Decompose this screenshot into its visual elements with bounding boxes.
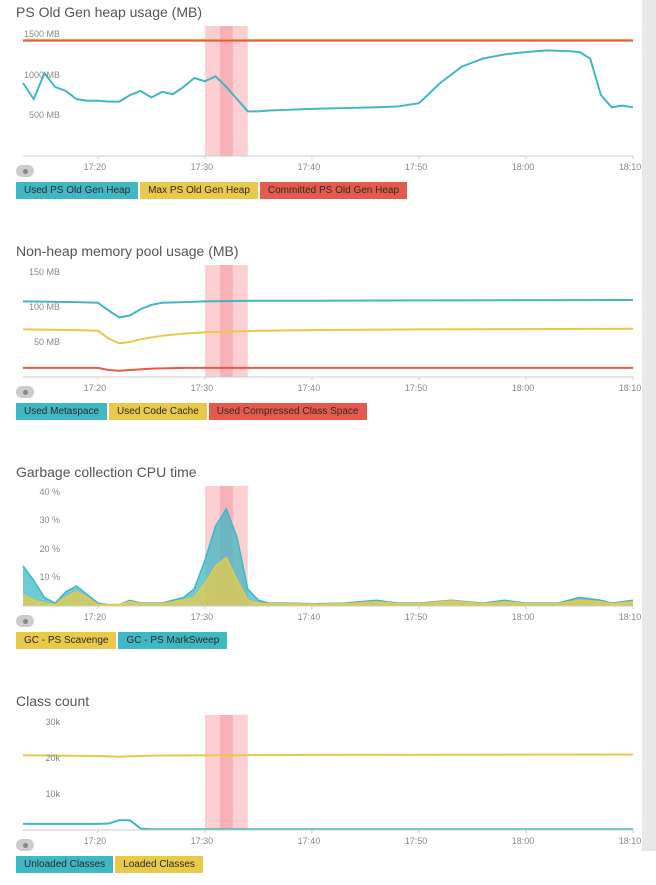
y-tick-label: 30 % bbox=[39, 515, 60, 525]
legend: GC - PS ScavengeGC - PS MarkSweep bbox=[16, 630, 640, 649]
legend-item[interactable]: Used Metaspace bbox=[16, 403, 107, 420]
y-tick-label: 20k bbox=[45, 753, 60, 763]
y-tick-label: 40 % bbox=[39, 487, 60, 497]
visibility-toggle-icon[interactable] bbox=[16, 386, 34, 398]
x-tick-label: 17:40 bbox=[298, 836, 321, 846]
series-line bbox=[23, 329, 633, 344]
visibility-toggle-icon[interactable] bbox=[16, 165, 34, 177]
chart-area[interactable]: 10 % 20 % 30 % 40 % 17:20 17:30 17:40 17:50 18:0… bbox=[16, 486, 640, 626]
y-tick-label: 50 MB bbox=[34, 337, 60, 347]
x-tick-label: 18:00 bbox=[512, 162, 535, 172]
x-axis-labels: 17:20 17:30 17:40 17:50 18:00 18:10 bbox=[16, 381, 640, 397]
chart-svg[interactable] bbox=[16, 486, 640, 610]
time-highlight-core bbox=[220, 265, 233, 377]
chart-title: Non-heap memory pool usage (MB) bbox=[16, 243, 640, 259]
x-tick-label: 17:40 bbox=[298, 612, 321, 622]
chart-area[interactable]: 50 MB 100 MB 150 MB 17:20 17:30 17:40 17:50 18:… bbox=[16, 265, 640, 397]
visibility-toggle-icon[interactable] bbox=[16, 839, 34, 851]
x-tick-label: 18:10 bbox=[619, 383, 642, 393]
x-tick-label: 18:00 bbox=[512, 383, 535, 393]
legend-item[interactable]: GC - PS MarkSweep bbox=[118, 632, 227, 649]
panel-spacer bbox=[0, 432, 656, 460]
series-area bbox=[23, 509, 633, 606]
x-tick-label: 17:40 bbox=[298, 383, 321, 393]
chart-panel-old-gen: PS Old Gen heap usage (MB) 500 MB 1000 MB 1… bbox=[0, 0, 656, 211]
legend-item[interactable]: Max PS Old Gen Heap bbox=[140, 182, 258, 199]
legend-item[interactable]: Committed PS Old Gen Heap bbox=[260, 182, 407, 199]
y-tick-label: 30k bbox=[45, 717, 60, 727]
series-line bbox=[23, 755, 633, 757]
time-highlight-core bbox=[220, 715, 233, 830]
y-axis-labels: 500 MB 1000 MB 1500 MB bbox=[16, 26, 62, 156]
x-tick-label: 17:30 bbox=[191, 383, 214, 393]
x-tick-label: 17:20 bbox=[84, 383, 107, 393]
chart-area[interactable]: 10k 20k 30k 17:20 17:30 17:40 17:50 18:00 18:10 bbox=[16, 715, 640, 850]
legend-item[interactable]: Used PS Old Gen Heap bbox=[16, 182, 138, 199]
y-axis-labels: 50 MB 100 MB 150 MB bbox=[16, 265, 62, 377]
x-tick-label: 17:50 bbox=[405, 836, 428, 846]
series-line bbox=[23, 557, 633, 604]
x-axis-labels: 17:20 17:30 17:40 17:50 18:00 18:10 bbox=[16, 834, 640, 850]
chart-panel-gc-cpu: Garbage collection CPU time 10 % 20 % 30 % 4… bbox=[0, 460, 656, 661]
x-tick-label: 17:50 bbox=[405, 612, 428, 622]
chart-title: Class count bbox=[16, 693, 640, 709]
legend-item[interactable]: Used Compressed Class Space bbox=[209, 403, 367, 420]
y-axis-labels: 10 % 20 % 30 % 40 % bbox=[16, 486, 62, 606]
chart-title: Garbage collection CPU time bbox=[16, 464, 640, 480]
chart-panel-class-count: Class count 10k 20k 30k 17:20 17:30 17:40 17:50… bbox=[0, 689, 656, 885]
chart-panel-non-heap: Non-heap memory pool usage (MB) 50 MB 100 … bbox=[0, 239, 656, 432]
x-tick-label: 17:30 bbox=[191, 162, 214, 172]
scrollbar-track[interactable] bbox=[642, 0, 656, 851]
y-tick-label: 1500 MB bbox=[24, 29, 60, 39]
x-tick-label: 17:50 bbox=[405, 162, 428, 172]
x-tick-label: 17:20 bbox=[84, 612, 107, 622]
panel-spacer bbox=[0, 661, 656, 689]
legend: Used MetaspaceUsed Code CacheUsed Compre… bbox=[16, 401, 640, 420]
x-axis-labels: 17:20 17:30 17:40 17:50 18:00 18:10 bbox=[16, 610, 640, 626]
chart-area[interactable]: 500 MB 1000 MB 1500 MB 17:20 17:30 17:40 17:50… bbox=[16, 26, 640, 176]
x-tick-label: 18:00 bbox=[512, 612, 535, 622]
x-tick-label: 18:10 bbox=[619, 836, 642, 846]
x-axis-labels: 17:20 17:30 17:40 17:50 18:00 18:10 bbox=[16, 160, 640, 176]
chart-svg[interactable] bbox=[16, 715, 640, 834]
x-tick-label: 18:10 bbox=[619, 612, 642, 622]
x-tick-label: 17:40 bbox=[298, 162, 321, 172]
series-area bbox=[23, 557, 633, 606]
legend: Used PS Old Gen HeapMax PS Old Gen HeapC… bbox=[16, 180, 640, 199]
legend-item[interactable]: Unloaded Classes bbox=[16, 856, 113, 873]
y-tick-label: 20 % bbox=[39, 544, 60, 554]
y-tick-label: 1000 MB bbox=[24, 70, 60, 80]
x-tick-label: 17:20 bbox=[84, 162, 107, 172]
legend-item[interactable]: GC - PS Scavenge bbox=[16, 632, 116, 649]
series-line bbox=[23, 368, 633, 371]
chart-svg[interactable] bbox=[16, 26, 640, 160]
series-line bbox=[23, 50, 633, 111]
y-tick-label: 150 MB bbox=[29, 267, 60, 277]
panel-spacer bbox=[0, 211, 656, 239]
series-line bbox=[23, 300, 633, 318]
x-tick-label: 17:30 bbox=[191, 612, 214, 622]
y-tick-label: 100 MB bbox=[29, 302, 60, 312]
series-line bbox=[23, 820, 633, 829]
legend: Unloaded ClassesLoaded Classes bbox=[16, 854, 640, 873]
x-tick-label: 17:20 bbox=[84, 836, 107, 846]
x-tick-label: 18:10 bbox=[619, 162, 642, 172]
y-tick-label: 500 MB bbox=[29, 110, 60, 120]
chart-title: PS Old Gen heap usage (MB) bbox=[16, 4, 640, 20]
x-tick-label: 17:50 bbox=[405, 383, 428, 393]
y-tick-label: 10k bbox=[45, 789, 60, 799]
y-axis-labels: 10k 20k 30k bbox=[16, 715, 62, 830]
x-tick-label: 17:30 bbox=[191, 836, 214, 846]
series-line bbox=[23, 509, 633, 605]
legend-item[interactable]: Used Code Cache bbox=[109, 403, 207, 420]
chart-svg[interactable] bbox=[16, 265, 640, 381]
x-tick-label: 18:00 bbox=[512, 836, 535, 846]
legend-item[interactable]: Loaded Classes bbox=[115, 856, 203, 873]
visibility-toggle-icon[interactable] bbox=[16, 615, 34, 627]
y-tick-label: 10 % bbox=[39, 572, 60, 582]
